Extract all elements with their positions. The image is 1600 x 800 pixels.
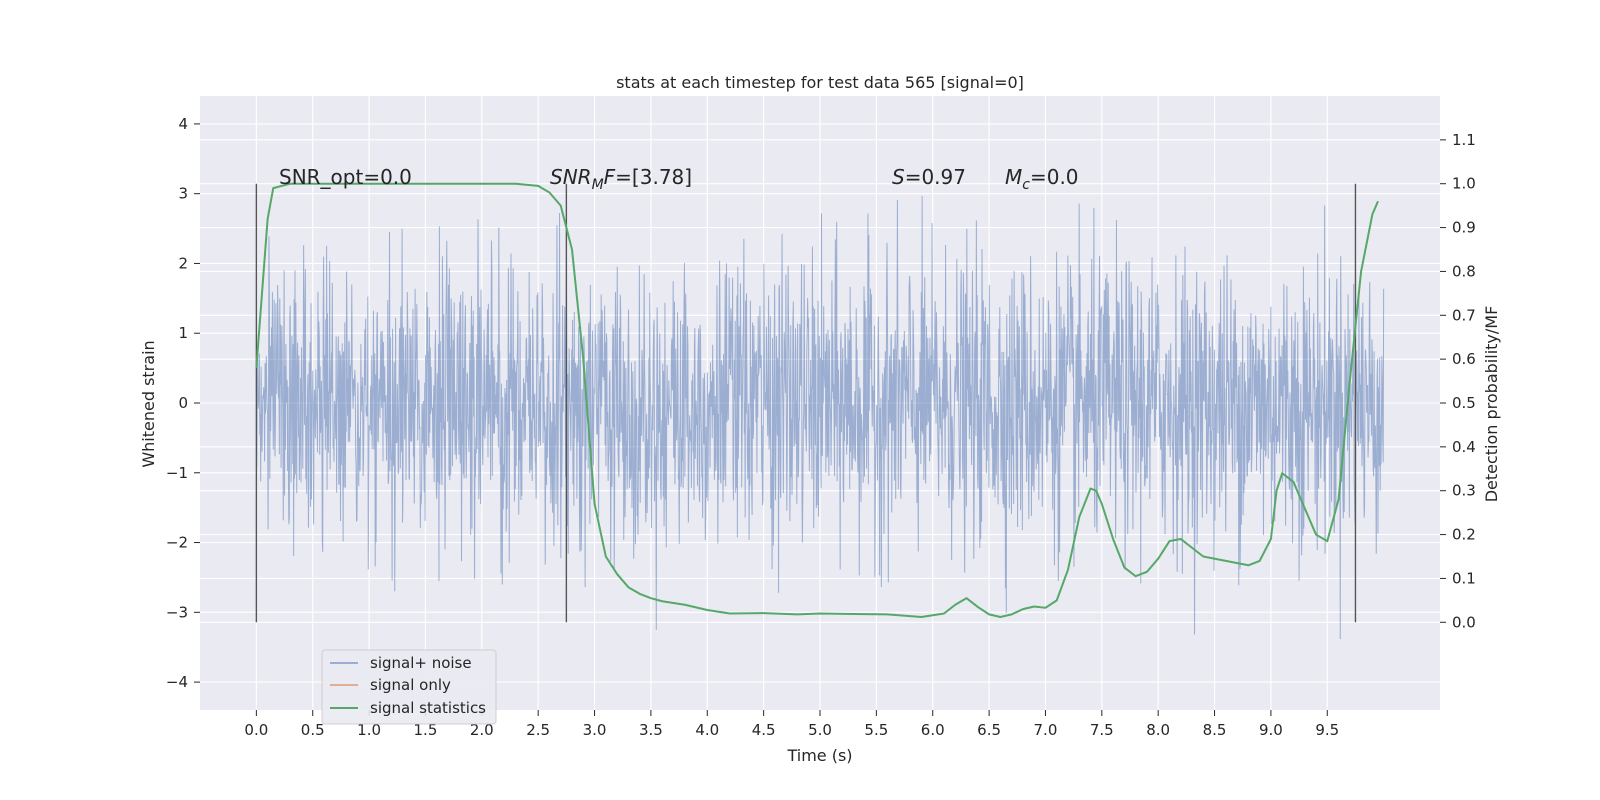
x-tick-label: 5.5 (864, 721, 888, 739)
legend-label-signal-statistics: signal statistics (370, 699, 486, 717)
annotation-mc: Mc=0.0 (1005, 165, 1079, 193)
y-tick-label-right: 1.0 (1452, 175, 1476, 193)
y-ticks-left: 4 3 2 1 0 −1 −2 −3 −4 (166, 115, 200, 691)
y-tick-label-right: 0.1 (1452, 569, 1476, 587)
s-symbol: S (892, 165, 905, 189)
chart-title: stats at each timestep for test data 565… (616, 73, 1024, 92)
x-axis-label: Time (s) (786, 746, 852, 765)
snr-mf-symbol: SNR (550, 165, 592, 189)
x-tick-label: 3.0 (583, 721, 607, 739)
y-tick-label-left: 4 (178, 115, 188, 133)
x-tick-label: 1.5 (414, 721, 438, 739)
x-tick-label: 2.5 (526, 721, 550, 739)
x-tick-label: 3.5 (639, 721, 663, 739)
y-tick-label-left: −4 (166, 673, 188, 691)
y-tick-label-left: −3 (166, 603, 188, 621)
y-axis-label-left: Whitened strain (139, 340, 158, 467)
snr-mf-subscript: M (592, 177, 604, 193)
annotation-snr-mf: SNRMF=[3.78] (550, 165, 692, 193)
x-tick-label: 8.0 (1146, 721, 1170, 739)
y-ticks-right: 1.1 1.0 0.9 0.8 0.7 0.6 0.5 0.4 0.3 0.2 0.1 0.0 (1440, 131, 1476, 631)
x-tick-label: 1.0 (357, 721, 381, 739)
x-tick-label: 6.0 (921, 721, 945, 739)
x-tick-label: 4.0 (695, 721, 719, 739)
y-axis-label-right: Detection probability/MF (1482, 306, 1501, 503)
x-tick-label: 2.0 (470, 721, 494, 739)
x-tick-label: 8.5 (1203, 721, 1227, 739)
x-tick-label: 6.5 (977, 721, 1001, 739)
x-tick-label: 0.5 (301, 721, 325, 739)
x-tick-label: 7.5 (1090, 721, 1114, 739)
mc-symbol: M (1005, 165, 1022, 189)
x-ticks: 0.0 0.5 1.0 1.5 2.0 2.5 3.0 3.5 4.0 4.5 5.0 5.5 6.0 6… (244, 710, 1339, 739)
s-value: =0.97 (905, 165, 966, 189)
y-tick-label-right: 0.9 (1452, 219, 1476, 237)
x-tick-label: 9.0 (1259, 721, 1283, 739)
x-tick-label: 9.5 (1315, 721, 1339, 739)
legend-box (321, 649, 497, 725)
signal-statistics-series (255, 182, 1379, 619)
annotation-snr-opt: SNR_opt=0.0 (279, 165, 412, 189)
y-tick-label-left: −2 (166, 534, 188, 552)
x-tick-label: 4.5 (752, 721, 776, 739)
vertical-markers (255, 183, 1357, 623)
legend-label-signal-noise: signal+ noise (370, 654, 472, 672)
y-tick-label-left: 0 (178, 394, 188, 412)
x-tick-label: 7.0 (1034, 721, 1058, 739)
y-tick-label-right: 0.4 (1452, 438, 1476, 456)
y-tick-label-right: 0.6 (1452, 350, 1476, 368)
snr-mf-symbol-f: F (604, 165, 616, 189)
signal-statistics-line (255, 182, 1379, 619)
y-tick-label-left: 1 (178, 324, 188, 342)
x-tick-label: 5.0 (808, 721, 832, 739)
legend: signal+ noise signal only signal statist… (321, 649, 497, 725)
legend-label-signal-only: signal only (370, 676, 451, 694)
x-tick-label: 0.0 (244, 721, 268, 739)
y-tick-label-right: 0.5 (1452, 394, 1476, 412)
y-tick-label-right: 0.2 (1452, 526, 1476, 544)
mc-value: =0.0 (1030, 165, 1079, 189)
y-tick-label-right: 0.8 (1452, 262, 1476, 280)
y-tick-label-right: 0.0 (1452, 613, 1476, 631)
annotation-s: S=0.97 (892, 165, 966, 189)
y-tick-label-left: 2 (178, 254, 188, 272)
y-tick-label-right: 0.3 (1452, 482, 1476, 500)
y-tick-label-right: 1.1 (1452, 131, 1476, 149)
y-tick-label-left: −1 (166, 464, 188, 482)
signal-noise-series (255, 195, 1385, 639)
y-tick-label-right: 0.7 (1452, 306, 1476, 324)
snr-mf-value: =[3.78] (615, 165, 692, 189)
signal-noise-line (255, 195, 1385, 639)
y-tick-label-left: 3 (178, 185, 188, 203)
mc-subscript: c (1022, 177, 1030, 193)
